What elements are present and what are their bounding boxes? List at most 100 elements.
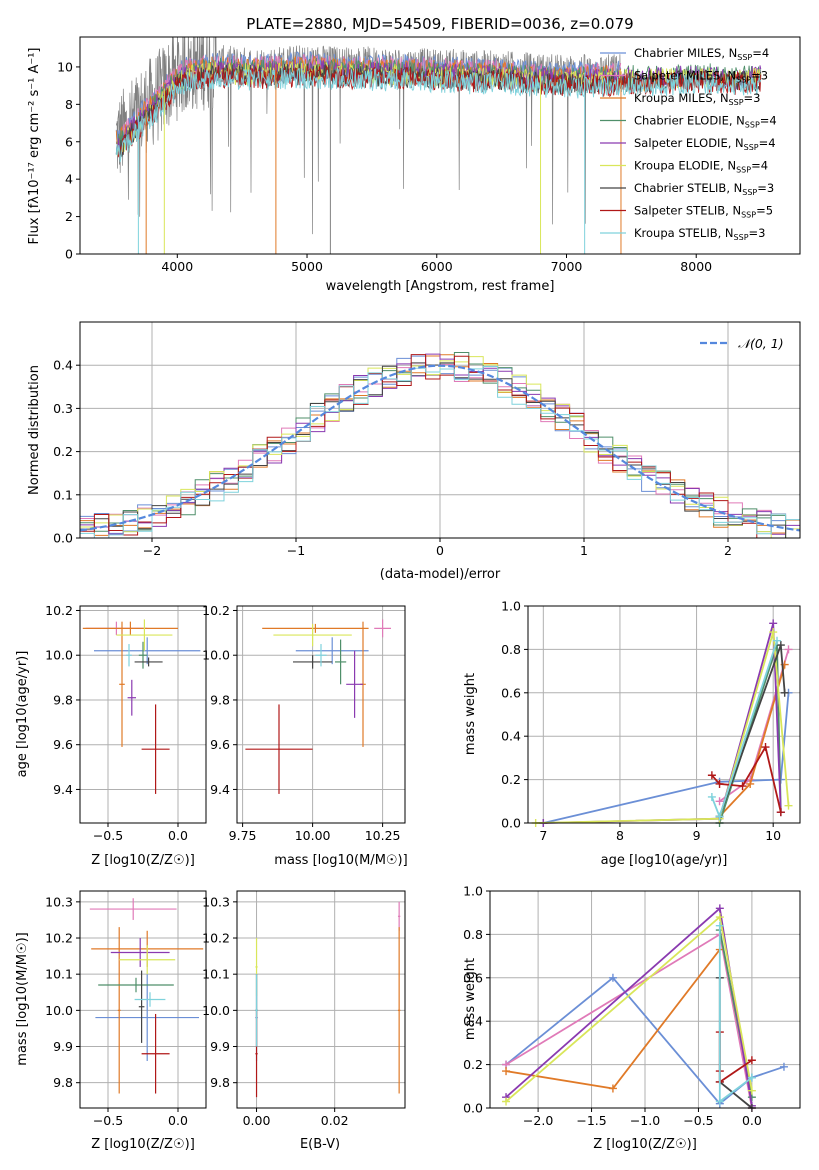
weight-marker-salpeter_elodie <box>769 619 778 628</box>
y-tick-label: 0.6 <box>463 970 483 985</box>
y-tick-label: 10.2 <box>202 603 230 618</box>
weight-marker-kroupa_elodie <box>715 913 724 922</box>
legend-text: Kroupa ELODIE, N <box>634 159 736 173</box>
legend-text: =5 <box>756 204 773 218</box>
model-spectrum-kroupa_elodie <box>115 61 762 157</box>
legend-label: Salpeter MILES, NSSP=3 <box>634 69 768 85</box>
x-tick-label: 10.25 <box>365 828 401 843</box>
y-tick-label: 8 <box>65 97 73 112</box>
weight-marker-chabrier_stelib <box>780 688 789 697</box>
histogram-plot-area <box>80 351 800 538</box>
histogram-kroupa_stelib <box>80 366 800 538</box>
panel-z-vs-age: −0.5 0.0 9.4 9.6 9.8 10.0 10.2 Z [log10(Z/Z☉)] a… <box>15 603 207 868</box>
panel-z-vs-mass: −0.5 0.0 9.8 9.9 10.0 10.1 10.2 10.3 Z [log10(Z/… <box>15 890 207 1152</box>
x-axis-label: Z [log10(Z/Z☉)] <box>593 1137 697 1152</box>
errorbar-plot-area <box>255 901 401 1098</box>
y-tick-label: 10.3 <box>202 894 230 909</box>
legend-text: Chabrier STELIB, N <box>634 181 742 195</box>
x-axis-label: age [log10(age/yr)] <box>601 853 728 868</box>
spectrum-plot-area <box>115 37 762 254</box>
legend-label: Kroupa STELIB, NSSP=3 <box>634 226 765 242</box>
model-spectrum-kroupa_stelib <box>115 66 762 163</box>
y-axis-label: mass weight <box>463 958 478 1040</box>
legend-label: Chabrier STELIB, NSSP=3 <box>634 181 774 197</box>
errorbar-plot-area <box>82 619 201 794</box>
weight-marker-kroupa_stelib <box>715 921 724 930</box>
x-axis-label: Z [log10(Z/Z☉)] <box>91 1137 195 1152</box>
y-tick-label: 0.4 <box>53 358 73 373</box>
x-tick-label: 0 <box>436 543 444 558</box>
y-tick-label: 10 <box>57 59 73 74</box>
legend-subscript: SSP <box>744 143 759 152</box>
y-axis-label: mass [log10(M/M☉)] <box>15 932 30 1065</box>
y-tick-label: 10.2 <box>45 603 73 618</box>
normal-curve <box>80 364 800 532</box>
weight-marker-salpeter_stelib <box>761 743 770 752</box>
x-tick-label: 8000 <box>680 259 712 274</box>
weight-marker-chabrier_miles <box>608 973 617 982</box>
axes-frame <box>236 605 406 824</box>
y-tick-label: 10.2 <box>45 931 73 946</box>
x-tick-label: 0.02 <box>321 1113 349 1128</box>
legend-label: Kroupa MILES, NSSP=3 <box>634 91 760 107</box>
x-tick-label: 8 <box>616 828 624 843</box>
y-tick-label: 0.1 <box>53 487 73 502</box>
y-tick-label: 9.8 <box>210 692 230 707</box>
y-tick-label: 9.6 <box>53 737 73 752</box>
legend-text: =4 <box>751 159 768 173</box>
model-spectrum-salpeter_miles <box>115 54 622 149</box>
weight-marker-salpeter_elodie <box>715 904 724 913</box>
weight-marker-salpeter_miles <box>784 645 793 654</box>
y-tick-label: 0.6 <box>501 685 521 700</box>
lines-plot-area <box>531 619 793 827</box>
y-tick-label: 0 <box>65 247 73 262</box>
y-tick-label: 4 <box>65 172 73 187</box>
legend-subscript: SSP <box>745 121 760 130</box>
y-tick-label: 0.3 <box>53 401 73 416</box>
x-tick-label: 0.0 <box>168 828 188 843</box>
axes-frame <box>79 605 207 824</box>
axes-frame <box>79 321 801 539</box>
x-tick-label: −0.5 <box>683 1113 713 1128</box>
y-tick-label: 9.9 <box>53 1039 73 1054</box>
panel-z-vs-mass-weight: −2.0 −1.5 −1.0 −0.5 0.0 0.0 0.2 0.4 0.6 0.8 1.0 Z [… <box>463 884 801 1152</box>
axes-frame <box>236 890 406 1109</box>
legend-subscript: SSP <box>734 233 749 242</box>
legend-text: =3 <box>757 181 774 195</box>
x-tick-label: 10 <box>765 828 781 843</box>
weight-marker-salpeter_stelib <box>776 808 785 817</box>
x-tick-label: 7 <box>539 828 547 843</box>
legend-text: Chabrier ELODIE, N <box>634 114 745 128</box>
legend-text: =4 <box>752 46 769 60</box>
x-tick-label: −0.5 <box>93 828 123 843</box>
legend-text: Chabrier MILES, N <box>634 46 737 60</box>
x-tick-label: −0.5 <box>93 1113 123 1128</box>
y-tick-label: 10.0 <box>202 1003 230 1018</box>
weight-marker-chabrier_miles <box>779 1062 788 1071</box>
weight-marker-salpeter_stelib <box>738 782 747 791</box>
legend-subscript: SSP <box>729 98 744 107</box>
y-tick-label: 0.4 <box>501 729 521 744</box>
weight-marker-kroupa_elodie <box>769 628 778 637</box>
legend-text: Salpeter MILES, N <box>634 69 736 83</box>
x-tick-label: 1 <box>580 543 588 558</box>
weight-marker-kroupa_elodie <box>784 801 793 810</box>
y-tick-label: 0.0 <box>501 816 521 831</box>
weight-marker-salpeter_stelib <box>715 779 724 788</box>
weight-marker-salpeter_stelib <box>747 1056 756 1065</box>
axes-frame <box>527 605 801 824</box>
x-tick-label: −2 <box>143 543 161 558</box>
y-tick-label: 0.8 <box>463 927 483 942</box>
legend-text: =3 <box>744 91 761 105</box>
legend-text: =4 <box>759 136 776 150</box>
y-axis-label: age [log10(age/yr)] <box>15 651 30 778</box>
y-tick-label: 9.8 <box>53 1075 73 1090</box>
x-tick-label: −1.5 <box>576 1113 606 1128</box>
weight-marker-kroupa_miles <box>608 1084 617 1093</box>
legend-subscript: SSP <box>736 76 751 85</box>
y-tick-label: 0.2 <box>53 444 73 459</box>
weight-marker-kroupa_miles <box>746 779 755 788</box>
x-tick-label: 5000 <box>291 259 323 274</box>
